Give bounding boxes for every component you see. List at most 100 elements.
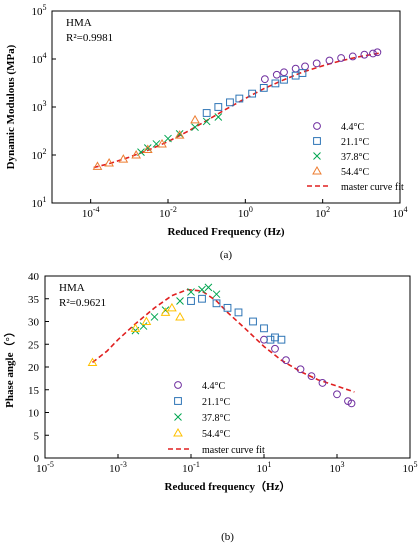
legend-marker-cross [174, 413, 182, 421]
data-point-square [212, 299, 221, 308]
data-point-triangle [157, 138, 167, 148]
data-point-square [248, 89, 257, 98]
legend-marker-cross [313, 152, 321, 160]
data-point-square [259, 83, 268, 92]
legend-label: 4.4°C [202, 381, 225, 392]
axis-ticks-a: 10-4 10-2 100 102 104 101 102 103 104 105 [32, 3, 408, 220]
data-point-circle [260, 335, 268, 344]
data-point-square [226, 98, 234, 107]
data-point-triangle [130, 323, 141, 332]
legend-marker-triangle [173, 427, 183, 437]
fit-line-a [93, 52, 380, 169]
data-point-cross [191, 123, 199, 132]
legend-label-fit: master curve fit [202, 445, 265, 456]
annotation-r2-a: R²=0.9981 [66, 32, 113, 44]
annotation-r2-b: R²=0.9621 [59, 297, 106, 309]
legend-b: 4.4°C 21.1°C 37.8°C 54.4°C master curve fit [168, 381, 265, 456]
y-tick-label: 103 [32, 99, 47, 114]
data-point-cross [212, 290, 221, 299]
data-point-cross [150, 313, 159, 321]
data-point-circle [307, 372, 316, 381]
legend-marker-circle [174, 381, 182, 389]
data-point-cross [175, 130, 184, 138]
legend-marker-square [174, 397, 182, 405]
legend-marker-square [313, 137, 321, 145]
data-point-circle [312, 59, 321, 68]
annotation-hma-b: HMA [59, 282, 85, 294]
data-point-square [271, 79, 280, 88]
data-point-triangle [87, 357, 98, 366]
x-tick-label: 102 [315, 205, 330, 220]
legend-label: 4.4°C [341, 122, 364, 133]
data-point-triangle [118, 154, 129, 163]
legend-label: 37.8°C [202, 413, 230, 424]
y-axis-title-b: Phase angle（°） [3, 326, 16, 408]
y-tick-label: 30 [28, 317, 40, 329]
y-tick-label: 25 [28, 339, 40, 351]
x-tick-label: 10-5 [36, 460, 54, 475]
data-point-circle [301, 62, 309, 71]
data-point-square [202, 109, 211, 117]
x-tick-label: 10-3 [109, 460, 127, 475]
master-curve-fit-line [93, 52, 380, 169]
y-tick-label: 40 [28, 271, 40, 283]
data-point-cross [164, 134, 172, 143]
data-point-circle [333, 390, 341, 399]
data-point-circle [280, 68, 288, 77]
data-point-cross [214, 113, 223, 121]
data-point-circle [282, 356, 290, 365]
data-point-square [271, 333, 279, 342]
legend-label: 37.8°C [341, 152, 369, 163]
y-tick-label: 105 [32, 3, 47, 18]
data-point-triangle [104, 158, 114, 167]
data-point-circle [296, 365, 305, 374]
data-point-triangle [160, 307, 171, 316]
data-point-circle [347, 399, 356, 408]
legend-label: 54.4°C [341, 167, 369, 178]
legend-label: 21.1°C [341, 137, 369, 148]
y-tick-label: 0 [34, 453, 40, 465]
legend-label: 54.4°C [202, 429, 230, 440]
data-point-circle [369, 49, 377, 58]
x-tick-label: 10-1 [182, 460, 200, 475]
x-axis-title-a: Reduced Frequency (Hz) [167, 226, 284, 238]
data-point-circle [260, 75, 269, 84]
data-point-circle [291, 64, 300, 73]
data-point-square [187, 297, 195, 305]
y-tick-label: 101 [32, 195, 47, 210]
data-point-triangle [142, 144, 153, 154]
data-point-cross [198, 285, 206, 294]
y-axis-title-a: Dynamic Modulous (MPa) [5, 44, 17, 169]
data-point-cross [187, 288, 195, 296]
x-tick-label: 105 [403, 460, 418, 475]
x-tick-label: 101 [257, 460, 272, 475]
caption-a: (a) [220, 249, 233, 261]
x-tick-label: 103 [330, 460, 345, 475]
data-point-square [198, 294, 206, 303]
legend-marker-triangle [312, 165, 322, 175]
x-axis-title-b: Reduced frequency（Hz） [165, 480, 291, 493]
x-tick-label: 10-4 [82, 205, 100, 220]
master-curve-fit-line [92, 288, 355, 393]
data-point-circle [272, 70, 281, 79]
data-point-triangle [174, 130, 185, 139]
data-marks-b [87, 283, 356, 408]
x-tick-label: 104 [393, 205, 408, 220]
chart-b: 10-5 10-3 10-1 101 103 105 0 5 10 15 20 25 30 35 40 HM… [3, 271, 418, 543]
data-point-circle [337, 54, 346, 62]
data-point-cross [176, 297, 184, 305]
data-point-square [280, 75, 288, 84]
data-point-circle [373, 48, 382, 57]
data-point-circle [318, 379, 327, 387]
data-point-square [214, 103, 223, 111]
data-point-triangle [141, 316, 152, 325]
x-tick-label: 100 [238, 205, 253, 220]
legend-label: 21.1°C [202, 397, 230, 408]
y-tick-label: 102 [32, 147, 47, 162]
legend-marker-circle [313, 122, 321, 130]
data-point-circle [348, 52, 357, 61]
data-point-square [277, 335, 286, 344]
data-point-triangle [175, 311, 185, 321]
data-point-triangle [92, 161, 103, 170]
